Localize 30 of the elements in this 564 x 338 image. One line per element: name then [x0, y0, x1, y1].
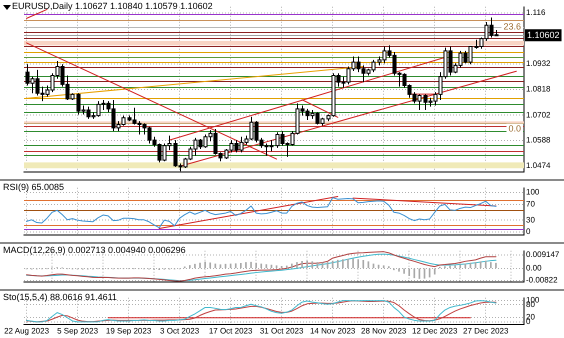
y-tick-label: -0.00822 — [526, 276, 558, 285]
x-tick-label: 31 Oct 2023 — [260, 326, 304, 336]
x-tick-label: 12 Dec 2023 — [412, 326, 458, 336]
ref-line-label: 1.10602 — [527, 30, 560, 40]
x-tick-label: 28 Nov 2023 — [361, 326, 407, 336]
chart-title: MACD(12,26,9) 0.002713 0.004940 0.006296 — [3, 244, 186, 255]
y-tick-label: 1.116 — [526, 8, 546, 18]
annotation: 23.6 — [503, 21, 521, 32]
y-tick-label: 100 — [526, 188, 540, 197]
y-tick-label: 30 — [526, 215, 536, 224]
x-tick-label: 19 Sep 2023 — [106, 326, 152, 336]
x-tick-label: 3 Oct 2023 — [160, 326, 200, 336]
chart-title: Sto(15,5,4) 88.0616 91.4611 — [3, 292, 117, 302]
y-tick-label: 0.00 — [526, 264, 542, 273]
annotation: 0.0 — [508, 124, 521, 134]
y-tick-label: 0 — [526, 227, 531, 236]
y-tick-label: 1.0818 — [526, 84, 552, 94]
chart-title: RSI(9) 65.0085 — [3, 182, 64, 192]
x-tick-label: 5 Sep 2023 — [57, 326, 99, 336]
x-tick-label: 22 Aug 2023 — [4, 326, 50, 336]
x-tick-label: 27 Dec 2023 — [463, 326, 509, 336]
y-tick-label: 1.0932 — [526, 59, 552, 68]
y-tick-label: 1.0474 — [526, 161, 552, 170]
x-tick-label: 14 Nov 2023 — [310, 326, 356, 336]
y-tick-label: 1.0588 — [526, 136, 552, 145]
y-tick-label: 70 — [526, 200, 536, 209]
x-tick-label: 17 Oct 2023 — [208, 326, 253, 336]
y-tick-label: 1.0702 — [526, 110, 552, 120]
chart-title: EURUSD,Daily 1.10627 1.10840 1.10579 1.10602 — [12, 0, 213, 11]
y-tick-label: 0.009147 — [526, 250, 560, 260]
